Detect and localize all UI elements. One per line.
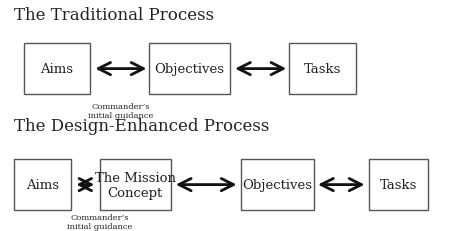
Bar: [289, 44, 356, 95]
Bar: [14, 159, 71, 210]
Text: The Design-Enhanced Process: The Design-Enhanced Process: [14, 118, 270, 135]
Bar: [240, 159, 314, 210]
Text: The Traditional Process: The Traditional Process: [14, 7, 214, 24]
Text: Tasks: Tasks: [304, 63, 341, 76]
Text: Objectives: Objectives: [155, 63, 225, 76]
Bar: [100, 159, 171, 210]
Bar: [24, 44, 90, 95]
Text: Commander’s
initial guidance: Commander’s initial guidance: [88, 102, 154, 119]
Text: Objectives: Objectives: [242, 178, 312, 191]
Bar: [368, 159, 428, 210]
Text: Tasks: Tasks: [380, 178, 417, 191]
Text: Aims: Aims: [40, 63, 73, 76]
Bar: [149, 44, 230, 95]
Text: Commander’s
initial guidance: Commander’s initial guidance: [67, 213, 132, 230]
Text: The Mission
Concept: The Mission Concept: [95, 171, 175, 199]
Text: Aims: Aims: [26, 178, 59, 191]
